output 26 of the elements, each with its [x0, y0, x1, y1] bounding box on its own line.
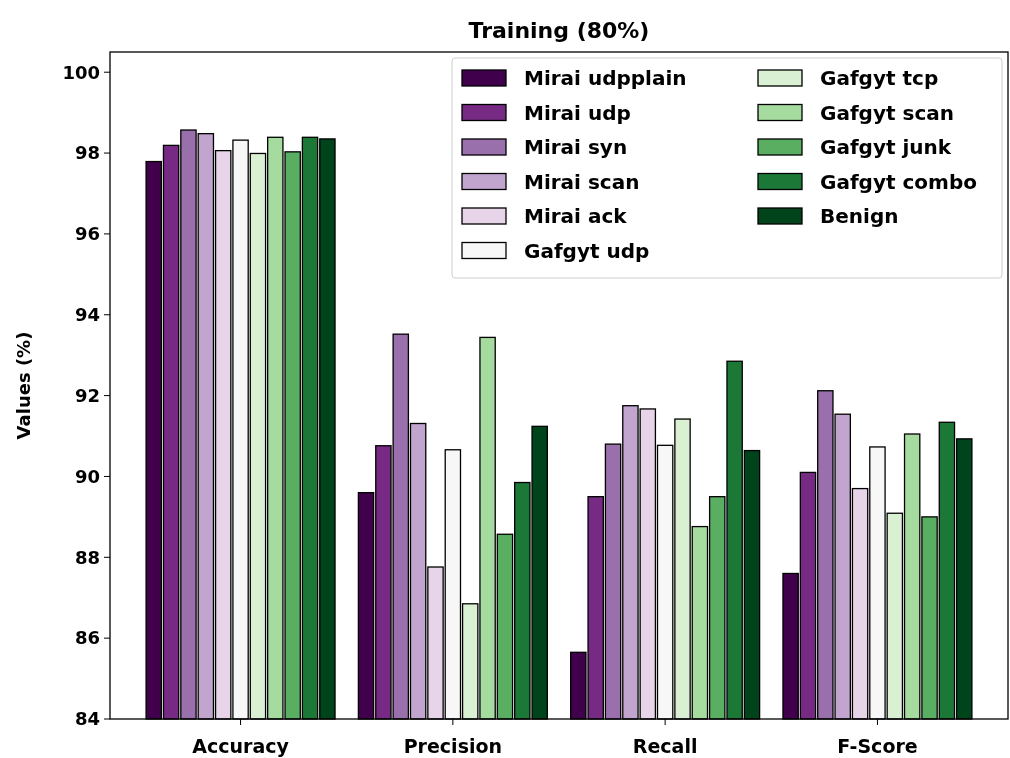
legend-label: Mirai udp	[524, 100, 631, 125]
legend-label: Gafgyt combo	[820, 169, 977, 194]
x-tick-label: Precision	[403, 735, 503, 757]
legend-label: Gafgyt tcp	[820, 66, 939, 90]
y-tick-label: 94	[74, 304, 100, 326]
legend-label: Mirai udpplain	[524, 66, 687, 90]
y-tick-label: 86	[74, 627, 100, 649]
legend-label: Benign	[820, 204, 899, 228]
y-axis-title: Values (%)	[13, 331, 34, 440]
y-tick-label: 92	[74, 384, 100, 406]
x-tick-label: F-Score	[837, 735, 918, 757]
y-tick-label: 100	[62, 61, 100, 83]
chart-title: Training (80%)	[468, 18, 650, 43]
y-tick-label: 98	[74, 142, 100, 164]
legend-label: Mirai syn	[524, 135, 628, 159]
x-tick-label: Accuracy	[192, 735, 290, 757]
y-tick-label: 96	[74, 223, 100, 245]
legend-label: Mirai ack	[524, 204, 628, 228]
legend-label: Mirai scan	[524, 169, 640, 194]
legend-label: Gafgyt udp	[524, 238, 650, 263]
x-tick-label: Recall	[632, 735, 698, 757]
y-tick-label: 88	[74, 546, 100, 568]
y-tick-label: 84	[74, 708, 100, 730]
legend-label: Gafgyt junk	[820, 135, 952, 159]
y-tick-label: 90	[74, 465, 100, 487]
legend-label: Gafgyt scan	[820, 100, 954, 125]
